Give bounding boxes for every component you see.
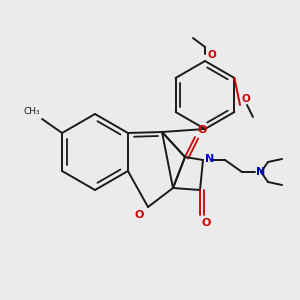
Text: N: N (256, 167, 265, 177)
Text: O: O (197, 125, 206, 135)
Text: O: O (241, 94, 250, 104)
Text: CH₃: CH₃ (23, 107, 40, 116)
Text: O: O (207, 50, 216, 60)
Text: N: N (205, 154, 214, 164)
Text: O: O (135, 210, 144, 220)
Text: /: / (270, 159, 271, 160)
Text: O: O (201, 218, 210, 228)
